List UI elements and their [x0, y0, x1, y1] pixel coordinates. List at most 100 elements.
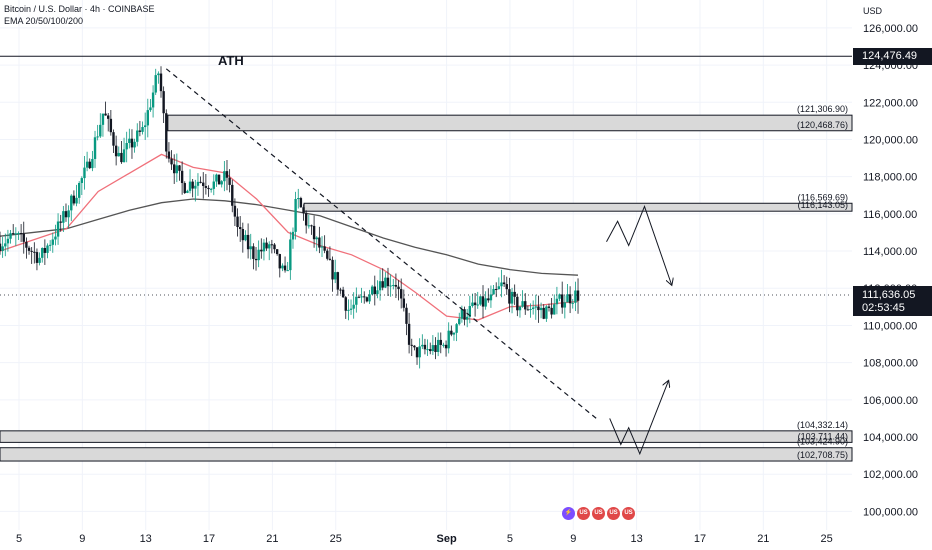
- candle-body: [188, 181, 192, 191]
- zone-top-label: (121,306.90): [797, 104, 848, 114]
- flash-event-icon[interactable]: ⚡: [562, 507, 575, 520]
- candle-body: [183, 183, 186, 193]
- candle-body: [260, 249, 263, 252]
- candle-body: [96, 136, 99, 138]
- candle-body: [355, 296, 358, 305]
- price-zone: [0, 447, 853, 462]
- candle-body: [547, 306, 551, 308]
- candle-body: [83, 167, 86, 179]
- candle-body: [405, 307, 408, 324]
- candle-body: [154, 75, 157, 93]
- candle-body: [510, 291, 514, 304]
- candle-body: [352, 304, 355, 309]
- y-tick-label: 100,000.00: [863, 506, 918, 518]
- candle-body: [146, 110, 150, 126]
- candle-body: [339, 289, 342, 291]
- zone-bottom-label: (120,468.76): [797, 120, 848, 130]
- candle-body: [67, 210, 70, 218]
- candle-body: [159, 73, 163, 92]
- candle-body: [217, 174, 221, 185]
- candle-body: [25, 241, 28, 248]
- candle-body: [447, 330, 450, 349]
- x-tick-label: 17: [203, 533, 215, 545]
- candle-body: [460, 309, 464, 319]
- candle-body: [402, 298, 406, 308]
- candle-body: [344, 297, 347, 311]
- us-flag-icon[interactable]: US: [607, 507, 620, 520]
- candle-body: [246, 234, 250, 250]
- candle-body: [331, 259, 334, 280]
- candle-body: [381, 281, 384, 288]
- candle-body: [563, 302, 567, 308]
- candle-body: [107, 115, 110, 119]
- candle-body: [442, 344, 445, 346]
- candle-body: [14, 233, 18, 235]
- candle-body: [468, 306, 472, 317]
- candle-body: [196, 181, 200, 186]
- us-flag-icon[interactable]: US: [577, 507, 590, 520]
- us-flag-icon[interactable]: US: [622, 507, 635, 520]
- candle-body: [386, 277, 390, 287]
- candle-body: [209, 188, 213, 190]
- candle-body: [508, 289, 511, 304]
- y-tick-label: 106,000.00: [863, 395, 918, 407]
- candle-body: [252, 246, 255, 259]
- candle-body: [91, 158, 94, 169]
- candle-body: [537, 306, 540, 311]
- candle-body: [434, 345, 437, 352]
- candle-body: [291, 231, 295, 240]
- x-axis: 5 9 13 17 21 25 Sep 5 9 13 17 21 25: [16, 533, 833, 545]
- candle-body: [54, 236, 57, 240]
- candle-body: [275, 249, 279, 255]
- candle-body: [484, 298, 487, 307]
- candle-body: [413, 345, 416, 348]
- indicator-label[interactable]: EMA 20/50/100/200: [4, 16, 84, 26]
- candle-body: [497, 286, 501, 290]
- candle-body: [423, 344, 427, 350]
- candle-body: [429, 349, 432, 352]
- y-tick-label: 102,000.00: [863, 469, 918, 481]
- candle-body: [495, 289, 498, 291]
- candle-body: [376, 290, 379, 295]
- y-tick-label: 108,000.00: [863, 358, 918, 370]
- candle-body: [236, 216, 239, 228]
- candle-body: [122, 149, 126, 163]
- x-tick-label: 5: [507, 533, 513, 545]
- candle-body: [318, 237, 321, 248]
- candle-body: [492, 289, 495, 295]
- candle-body: [225, 171, 229, 178]
- candle-body: [93, 137, 97, 159]
- candle-body: [516, 296, 519, 311]
- candle-body: [80, 178, 84, 184]
- zone-top-label: (104,332.14): [797, 420, 848, 430]
- candle-body: [35, 252, 39, 263]
- candle-body: [72, 195, 76, 204]
- candle-body: [458, 318, 461, 325]
- candle-body: [294, 198, 297, 232]
- candle-body: [576, 290, 580, 301]
- candle-body: [450, 330, 453, 335]
- us-flag-icon[interactable]: US: [592, 507, 605, 520]
- candle-body: [231, 184, 234, 206]
- candle-body: [431, 345, 435, 352]
- y-axis: 100,000.00 102,000.00 104,000.00 106,000.00…: [863, 23, 918, 519]
- candle-body: [281, 265, 284, 269]
- candle-body: [173, 164, 176, 174]
- candle-body: [513, 291, 516, 297]
- zone-bottom-label: (102,708.75): [797, 450, 848, 460]
- candle-body: [524, 301, 527, 310]
- candle-body: [336, 272, 340, 290]
- candle-body: [17, 233, 20, 235]
- candle-body: [75, 197, 78, 204]
- support-resistance-zones: [0, 114, 853, 462]
- candle-body: [452, 332, 456, 335]
- candle-body: [9, 233, 12, 239]
- candle-body: [59, 221, 62, 223]
- candle-body: [149, 107, 152, 111]
- candle-body: [370, 286, 374, 295]
- candle-body: [347, 309, 350, 311]
- candle-body: [130, 138, 134, 148]
- x-tick-label: 25: [821, 533, 833, 545]
- candle-body: [270, 244, 274, 246]
